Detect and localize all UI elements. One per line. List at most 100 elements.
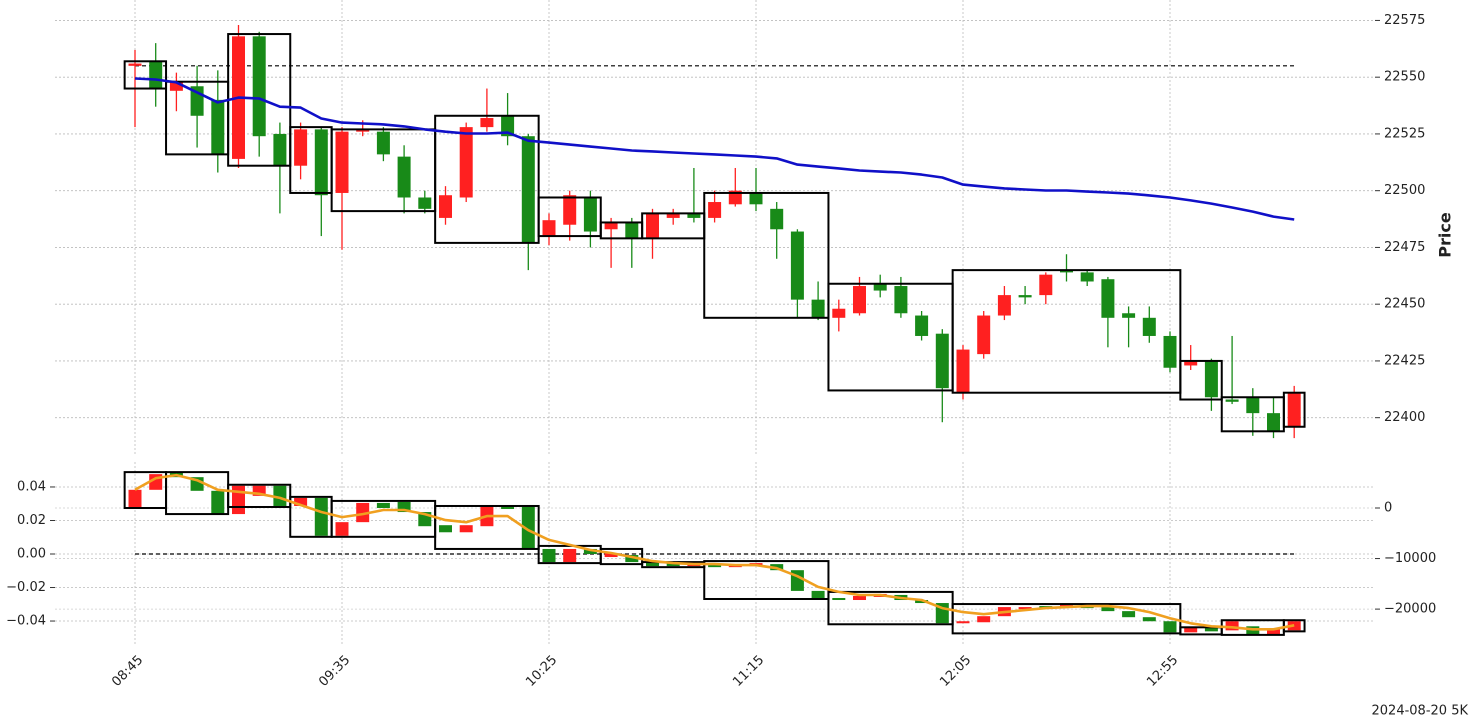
candle-body xyxy=(1225,399,1239,402)
candle-body xyxy=(687,213,701,218)
candle-body xyxy=(294,497,308,506)
candle-body xyxy=(894,286,908,314)
y-axis-label: Price xyxy=(1436,212,1455,258)
candle-body xyxy=(335,131,349,193)
candle-body xyxy=(314,497,328,536)
candle-body xyxy=(646,213,659,239)
candle-body xyxy=(583,548,597,555)
range-box xyxy=(703,191,830,319)
candle-body xyxy=(1225,621,1239,631)
candle-body xyxy=(211,490,225,515)
candle-body xyxy=(563,548,577,563)
candle-body xyxy=(356,129,370,132)
y-tick-label: 22425 xyxy=(1384,353,1425,368)
candle-body xyxy=(977,315,991,355)
candle-body xyxy=(1184,360,1198,366)
candle-body xyxy=(977,616,991,623)
candle-body xyxy=(211,99,225,155)
candle-body xyxy=(273,485,287,506)
candle-body xyxy=(169,81,183,91)
candle-body xyxy=(232,485,245,515)
candle-body xyxy=(501,505,515,510)
candle-body xyxy=(252,36,266,137)
candle-body xyxy=(314,129,328,196)
candle-body xyxy=(811,590,825,598)
range-box xyxy=(599,547,644,566)
y-tick-label: 22500 xyxy=(1384,183,1425,198)
x-tick-label: 12:05 xyxy=(937,653,974,690)
y-tick-label: 22475 xyxy=(1384,240,1425,255)
candle-body xyxy=(1267,629,1280,635)
y-tick-label: 22525 xyxy=(1384,126,1425,141)
candle-body xyxy=(1184,627,1198,633)
candle-body xyxy=(459,525,473,533)
candle-body xyxy=(956,349,970,393)
candle-body xyxy=(708,202,722,218)
candle-body xyxy=(1163,621,1177,633)
candle-body xyxy=(1122,611,1136,618)
candle-body xyxy=(542,548,556,563)
candle-body xyxy=(273,133,287,166)
candle-body xyxy=(1039,274,1053,296)
range-box xyxy=(537,196,602,238)
x-tick-label: 11:15 xyxy=(730,653,767,690)
candle-body xyxy=(1101,607,1115,612)
candle-body xyxy=(439,195,452,218)
y-tick-label: 0.04 xyxy=(17,479,46,494)
candle-body xyxy=(873,283,887,291)
y-tick-label: 0.00 xyxy=(17,547,46,562)
candle-body xyxy=(252,485,266,496)
candle-body xyxy=(749,192,763,205)
candle-body xyxy=(1060,270,1073,273)
x-tick-label: 08:45 xyxy=(109,653,146,690)
candle-body xyxy=(1018,607,1032,610)
candle-body xyxy=(1101,279,1115,318)
candle-body xyxy=(1018,295,1032,298)
y-tick-label: 22550 xyxy=(1384,70,1425,85)
range-box xyxy=(434,114,540,244)
candle-body xyxy=(770,208,784,230)
candle-body xyxy=(1204,627,1218,632)
candle-body xyxy=(935,333,949,389)
candle-body xyxy=(149,61,163,89)
candle-body xyxy=(853,595,866,601)
candle-body xyxy=(376,131,390,155)
candle-body xyxy=(1246,397,1260,414)
candle-body xyxy=(294,129,308,166)
candle-body xyxy=(1267,413,1280,432)
candle-body xyxy=(1163,335,1177,368)
y-tick-label: 22400 xyxy=(1384,410,1425,425)
candle-body xyxy=(542,220,556,237)
range-box xyxy=(951,269,1182,394)
range-box xyxy=(227,483,292,508)
candle-body xyxy=(1142,317,1156,336)
candle-body xyxy=(1122,313,1136,318)
candle-body xyxy=(1287,392,1301,427)
candle-body xyxy=(397,156,411,198)
range-box xyxy=(1282,391,1306,428)
candle-body xyxy=(728,190,742,205)
candle-body xyxy=(563,195,577,225)
candle-body xyxy=(915,600,929,604)
candle-body xyxy=(811,299,825,318)
y-tick-label: 0.02 xyxy=(17,513,46,528)
candle-body xyxy=(521,136,535,243)
range-box xyxy=(434,504,540,550)
candle-body xyxy=(708,564,722,568)
candle-body xyxy=(604,222,618,230)
candle-body xyxy=(604,552,618,558)
range-box xyxy=(123,60,168,90)
range-box xyxy=(1179,359,1223,401)
y-tick-label: −0.04 xyxy=(6,614,46,629)
footer: 2024-08-20 5K xyxy=(1372,704,1469,719)
candle-body xyxy=(521,506,535,549)
range-box xyxy=(1282,619,1306,633)
y2-tick-label: 0 xyxy=(1384,501,1392,516)
candle-body xyxy=(666,563,680,567)
candle-body xyxy=(1204,360,1218,398)
candle-body xyxy=(956,621,970,624)
candle-body xyxy=(583,197,597,232)
y2-tick-label: −20000 xyxy=(1384,602,1436,617)
candle-body xyxy=(832,308,846,318)
candle-body xyxy=(356,502,370,523)
